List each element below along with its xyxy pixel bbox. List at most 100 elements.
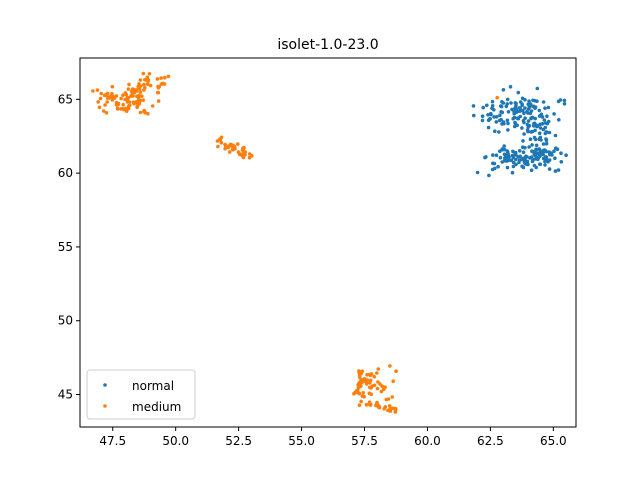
data-point [471,104,476,108]
data-point [518,106,522,110]
data-point [513,120,517,125]
data-point [523,116,527,120]
data-point [485,103,489,108]
data-point [216,144,220,149]
data-point [532,124,536,128]
data-point [516,116,521,121]
data-point [365,373,369,377]
data-point [518,109,522,113]
data-point [156,99,161,103]
data-point [388,364,392,368]
data-point [494,115,499,119]
data-point [543,106,547,110]
data-point [131,100,136,104]
series-normal [471,85,568,178]
data-point [475,170,480,175]
data-point [555,147,560,151]
data-point [532,149,536,154]
legend-marker-medium [103,404,107,408]
data-point [547,167,552,171]
data-point [521,139,525,143]
data-point [513,150,518,155]
data-point [494,120,499,124]
data-point [491,153,495,157]
data-point [105,100,109,104]
data-point [495,95,500,100]
data-point [390,395,395,399]
data-point [157,84,161,89]
data-point [539,138,543,142]
data-point [556,168,561,172]
data-point [472,113,476,118]
data-point [369,392,374,397]
data-point [528,105,532,109]
data-point [364,402,369,407]
data-point [359,378,364,382]
data-point [126,106,131,111]
data-point [159,76,163,80]
data-point [104,111,109,115]
x-tick-label: 65.0 [540,434,567,448]
data-point [357,403,362,408]
data-point [375,371,379,375]
data-point [360,394,365,398]
data-point [155,77,160,81]
data-point [505,97,510,102]
data-point [121,102,125,107]
data-point [521,108,525,113]
data-point [126,104,131,108]
data-point [227,143,232,148]
data-point [135,105,139,110]
data-point [355,388,360,393]
data-point [511,116,515,121]
data-point [394,369,398,374]
data-point [361,391,366,395]
data-point [564,153,568,157]
data-point [91,89,95,93]
data-point [501,120,506,124]
x-tick-label: 50.0 [162,434,189,448]
data-point [146,78,151,83]
data-point [359,399,364,404]
data-point [528,137,533,141]
data-point [219,140,224,145]
data-point [378,382,382,386]
data-point [527,99,531,103]
data-point [137,82,141,86]
data-point [383,405,388,409]
data-point [218,137,223,142]
data-point [544,155,549,159]
data-point [480,114,485,118]
y-tick-label: 65 [58,92,73,106]
data-point [166,74,171,79]
data-point [490,99,495,104]
data-point [147,72,152,76]
data-point [559,151,563,155]
data-point [535,86,540,91]
data-point [103,103,107,107]
data-point [521,165,526,170]
data-point [486,113,490,117]
data-point [357,370,362,375]
points-layer [91,71,568,414]
data-point [508,85,513,89]
data-point [247,152,252,156]
data-point [499,104,504,109]
data-point [562,102,567,106]
data-point [500,100,504,104]
data-point [357,373,362,378]
data-point [498,155,503,160]
data-point [522,111,526,116]
data-point [391,379,396,384]
data-point [532,163,537,168]
data-point [497,130,501,134]
data-point [484,155,488,159]
data-point [545,114,549,118]
data-point [145,82,150,86]
data-point [512,124,517,129]
data-point [110,84,115,89]
data-point [543,163,547,167]
data-point [500,160,505,164]
data-point [557,118,561,122]
data-point [143,110,148,115]
